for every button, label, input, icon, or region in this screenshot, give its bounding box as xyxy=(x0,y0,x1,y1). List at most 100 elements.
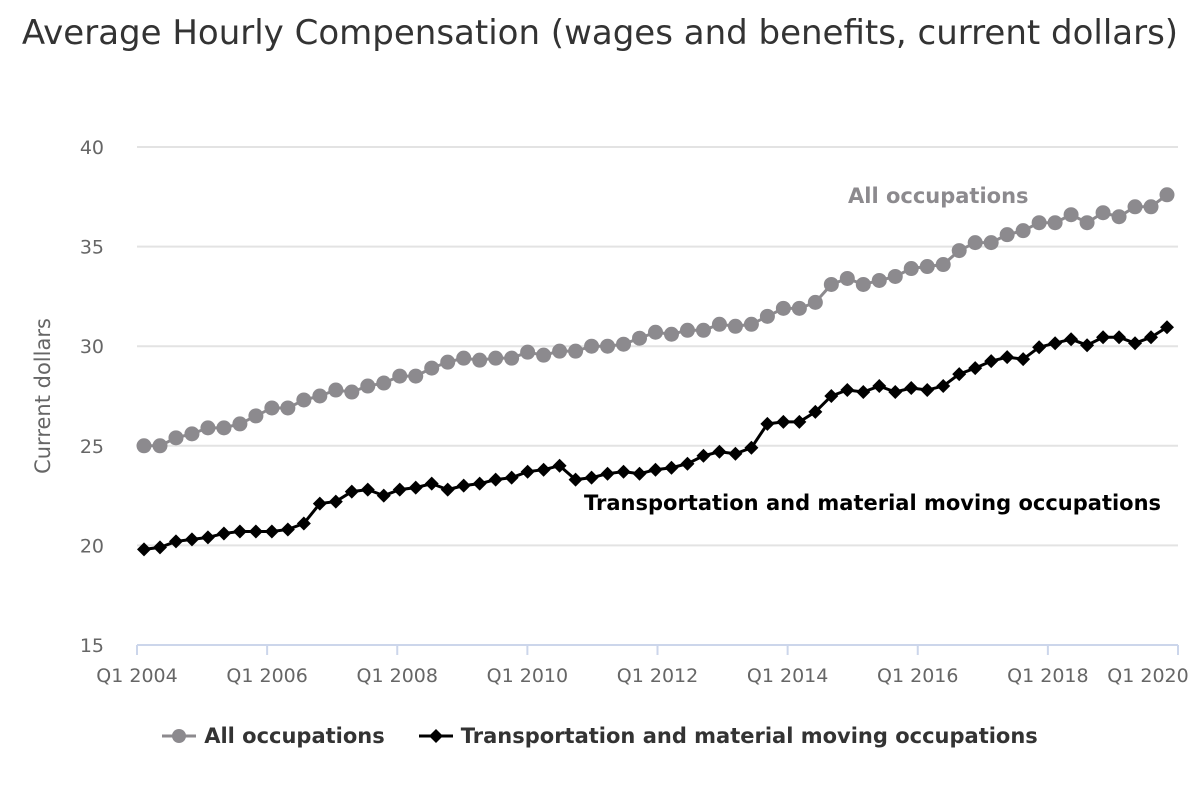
data-point xyxy=(248,408,264,424)
data-point xyxy=(632,330,648,346)
legend-item-all-occupations[interactable]: All occupations xyxy=(162,724,385,748)
annotation-all-occupations: All occupations xyxy=(848,184,1029,208)
data-point xyxy=(1128,336,1143,351)
data-point xyxy=(456,350,472,366)
data-point xyxy=(408,368,424,384)
data-point xyxy=(504,350,520,366)
data-point xyxy=(472,352,488,368)
data-point xyxy=(1048,336,1063,351)
data-point xyxy=(616,336,632,352)
data-point xyxy=(472,476,487,491)
data-point xyxy=(648,324,663,340)
data-point xyxy=(744,440,759,455)
data-point xyxy=(791,300,807,316)
circle-marker-icon xyxy=(162,729,197,743)
data-point xyxy=(200,530,215,545)
data-point xyxy=(264,400,280,416)
data-point xyxy=(823,276,839,292)
y-tick-label: 40 xyxy=(80,137,104,159)
x-tick-label: Q1 2014 xyxy=(747,665,828,687)
data-point xyxy=(536,347,552,363)
data-point xyxy=(728,446,743,461)
data-point xyxy=(1015,223,1031,239)
data-point xyxy=(824,389,839,403)
x-tick-label: Q1 2004 xyxy=(96,665,177,687)
x-axis: Q1 2004 Q1 2006 Q1 2008 Q1 2010 Q1 2012 Q1 20… xyxy=(96,644,1189,687)
data-point xyxy=(680,456,695,471)
data-point xyxy=(936,379,951,394)
data-point xyxy=(232,416,248,432)
data-point xyxy=(264,524,279,539)
y-tick-label: 25 xyxy=(80,436,104,458)
data-point xyxy=(360,378,376,394)
data-point xyxy=(216,420,232,436)
data-point xyxy=(968,361,983,376)
data-point xyxy=(759,308,775,324)
data-point xyxy=(1064,332,1079,347)
data-point xyxy=(440,482,455,497)
data-point xyxy=(184,426,200,442)
data-point xyxy=(663,326,679,342)
data-point xyxy=(296,516,311,531)
data-point xyxy=(711,316,727,332)
data-point xyxy=(743,316,759,332)
data-point xyxy=(1079,215,1095,231)
data-point xyxy=(280,522,295,537)
data-point xyxy=(456,478,471,493)
data-point xyxy=(168,430,184,446)
data-point xyxy=(152,540,167,555)
data-point xyxy=(1047,215,1063,231)
data-point xyxy=(984,354,999,369)
x-tick-label: Q1 2006 xyxy=(226,665,307,687)
data-point xyxy=(1096,330,1111,345)
data-point xyxy=(1160,320,1174,335)
data-point xyxy=(648,462,663,477)
data-point xyxy=(552,458,567,473)
data-point xyxy=(296,392,312,408)
data-point xyxy=(136,438,152,454)
y-tick-label: 20 xyxy=(80,535,104,557)
data-point xyxy=(376,488,391,503)
legend-item-transportation[interactable]: Transportation and material moving occup… xyxy=(418,724,1038,748)
data-point xyxy=(1159,187,1175,203)
y-tick-label: 35 xyxy=(80,237,104,259)
x-tick-label: Q1 2018 xyxy=(1007,665,1088,687)
data-point xyxy=(760,416,775,431)
data-point xyxy=(616,464,631,479)
gridlines xyxy=(137,146,1178,646)
data-point xyxy=(1032,340,1047,355)
data-point xyxy=(855,276,871,292)
data-point xyxy=(1127,199,1143,215)
data-point xyxy=(696,448,711,463)
chart-title: Average Hourly Compensation (wages and b… xyxy=(21,13,1179,53)
data-point xyxy=(328,494,343,509)
data-point xyxy=(504,470,519,485)
x-tick-label: Q1 2020 xyxy=(1107,665,1188,687)
legend-label: Transportation and material moving occup… xyxy=(460,724,1038,748)
data-point xyxy=(695,322,711,338)
data-point xyxy=(1080,338,1095,353)
data-point xyxy=(520,464,535,479)
data-point xyxy=(807,294,823,310)
data-point xyxy=(248,524,263,539)
y-tick-label: 30 xyxy=(80,336,104,358)
data-point xyxy=(584,338,600,354)
data-point xyxy=(360,482,375,497)
data-point xyxy=(344,484,359,499)
data-point xyxy=(168,534,183,549)
data-point xyxy=(568,343,584,359)
series-line-1 xyxy=(143,326,1168,551)
data-point xyxy=(904,381,919,396)
data-point xyxy=(344,384,360,400)
data-point xyxy=(328,382,344,398)
data-point xyxy=(840,383,855,398)
data-point xyxy=(808,404,823,419)
data-point xyxy=(632,466,647,481)
data-point xyxy=(776,414,791,429)
data-point xyxy=(312,496,327,511)
data-point xyxy=(856,385,871,400)
series-group xyxy=(136,187,1175,557)
data-point xyxy=(1031,215,1047,231)
x-tick-label: Q1 2012 xyxy=(617,665,698,687)
